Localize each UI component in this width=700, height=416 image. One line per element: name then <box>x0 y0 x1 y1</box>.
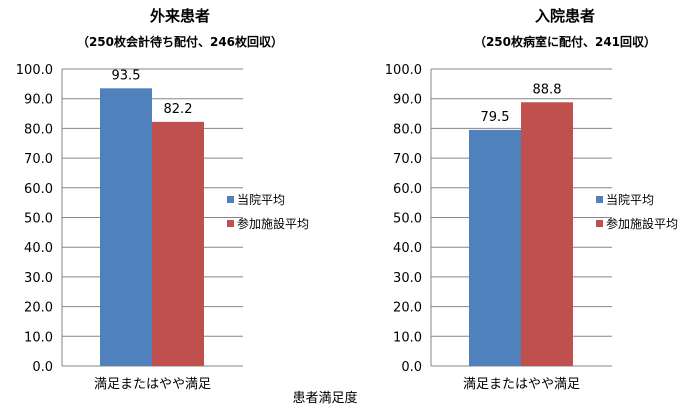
y-tick-label: 50.0 <box>393 212 422 227</box>
data-label: 82.2 <box>164 102 193 117</box>
y-tick-label: 80.0 <box>393 122 422 137</box>
bar-participant-average <box>521 102 573 366</box>
y-tick-label: 100.0 <box>385 63 422 78</box>
y-tick-label: 40.0 <box>24 241 53 256</box>
chart-subtitle: （250枚病室に配付、241回収） <box>474 34 656 49</box>
y-tick-label: 0.0 <box>401 360 422 375</box>
legend-label: 参加施設平均 <box>237 216 309 231</box>
legend-swatch <box>227 196 234 203</box>
bar-hospital-average <box>100 88 152 367</box>
chart-1: 外来患者 （250枚会計待ち配付、246枚回収） 0.0 10.0 20.0 30.0 40… <box>16 7 309 392</box>
bar-hospital-average <box>469 129 521 366</box>
data-label: 93.5 <box>112 68 141 83</box>
x-axis-caption: 患者満足度 <box>292 390 357 406</box>
y-tick-label: 30.0 <box>24 271 53 286</box>
chart-title: 入院患者 <box>535 7 595 25</box>
category-label: 満足またはやや満足 <box>94 377 211 392</box>
data-label: 88.8 <box>533 82 562 97</box>
y-tick-label: 90.0 <box>393 93 422 108</box>
y-tick-label: 20.0 <box>393 301 422 316</box>
legend-swatch <box>227 220 234 227</box>
chart-2: 入院患者 （250枚病室に配付、241回収） 0.0 10.0 20.0 30.0 40.0… <box>385 7 678 392</box>
legend-label: 当院平均 <box>606 193 654 207</box>
y-tick-label: 70.0 <box>393 152 422 167</box>
y-tick-label: 30.0 <box>393 271 422 286</box>
y-tick-label: 10.0 <box>393 330 422 345</box>
y-tick-label: 100.0 <box>16 63 53 78</box>
y-tick-label: 70.0 <box>24 152 53 167</box>
y-tick-label: 20.0 <box>24 301 53 316</box>
legend-swatch <box>596 220 603 227</box>
y-tick-label: 50.0 <box>24 212 53 227</box>
data-label: 79.5 <box>481 110 510 125</box>
y-tick-label: 10.0 <box>24 330 53 345</box>
y-tick-label: 0.0 <box>32 360 53 375</box>
chart-subtitle: （250枚会計待ち配付、246枚回収） <box>77 34 283 49</box>
y-tick-label: 40.0 <box>393 241 422 256</box>
y-tick-label: 90.0 <box>24 93 53 108</box>
legend-label: 当院平均 <box>237 193 285 207</box>
y-tick-label: 80.0 <box>24 122 53 137</box>
bar-participant-average <box>152 121 204 366</box>
legend-label: 参加施設平均 <box>606 216 678 231</box>
chart-title: 外来患者 <box>149 7 210 25</box>
y-tick-label: 60.0 <box>24 182 53 197</box>
legend-swatch <box>596 196 603 203</box>
category-label: 満足またはやや満足 <box>463 377 580 392</box>
y-tick-label: 60.0 <box>393 182 422 197</box>
